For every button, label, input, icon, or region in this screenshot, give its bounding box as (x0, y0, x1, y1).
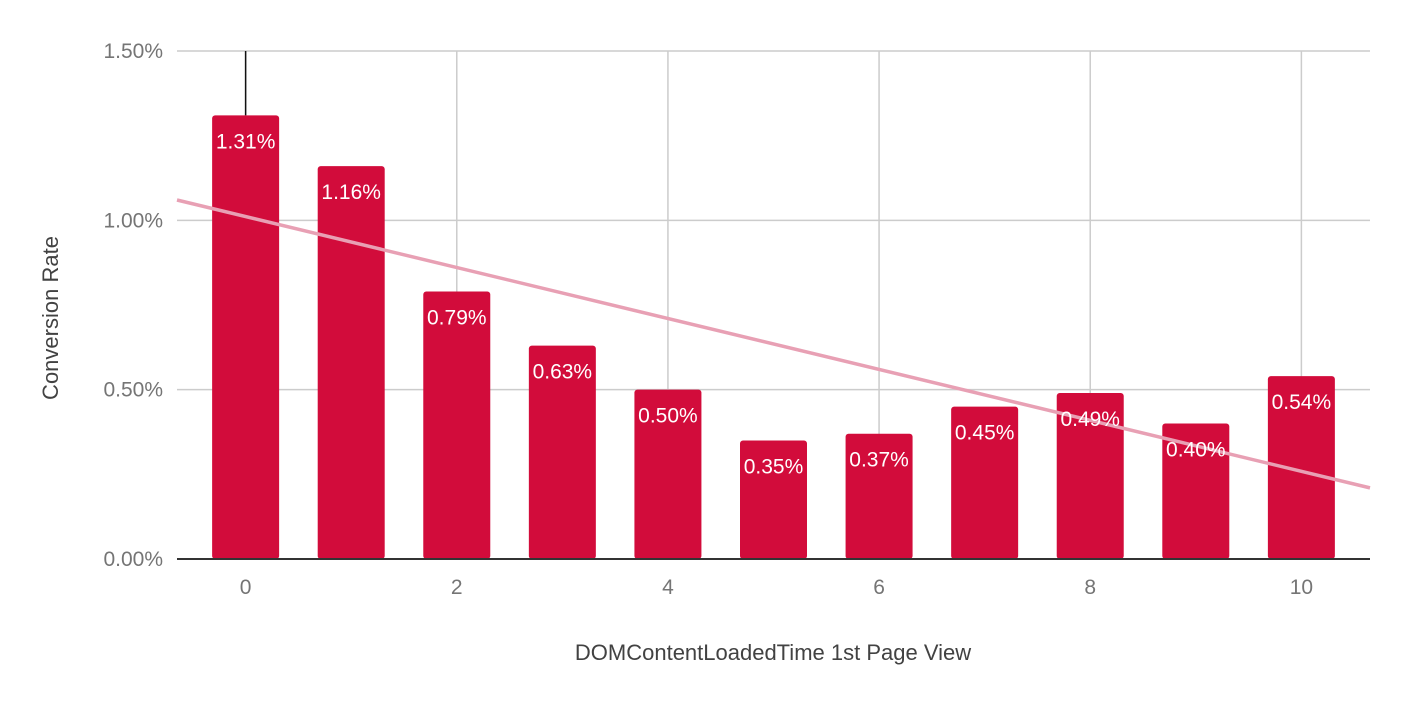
data-label: 0.35% (744, 455, 804, 478)
data-label: 1.31% (216, 130, 276, 153)
x-tick-label: 8 (1084, 576, 1096, 599)
bars (177, 51, 1370, 560)
tick-labels: 0.00% 0.50% 1.00% 1.50% 0 2 4 6 8 10 (103, 40, 1313, 599)
trendline-layer (176, 198, 1371, 490)
bar (1056, 393, 1124, 559)
bar (845, 433, 913, 559)
trendline (176, 198, 1371, 490)
bar (740, 440, 807, 559)
data-label: 0.54% (1272, 391, 1332, 414)
data-label: 0.37% (849, 449, 909, 472)
x-axis-title: DOMContentLoadedTime 1st Page View (575, 640, 971, 665)
data-label: 0.45% (955, 422, 1015, 445)
bar (528, 345, 596, 559)
bar (1267, 376, 1335, 559)
bar (634, 389, 702, 559)
x-tick-label: 0 (240, 576, 252, 599)
data-label: 0.49% (1060, 408, 1120, 431)
y-axis-title: Conversion Rate (38, 236, 63, 400)
data-label: 0.50% (638, 405, 698, 428)
bar (317, 166, 385, 559)
bar (951, 406, 1019, 559)
y-tick-label: 1.00% (103, 209, 163, 232)
bar (212, 115, 280, 559)
x-tick-label: 6 (873, 576, 885, 599)
data-label: 0.63% (533, 361, 593, 384)
y-tick-label: 0.50% (103, 379, 163, 402)
bar (423, 291, 491, 559)
x-tick-label: 2 (451, 576, 463, 599)
y-tick-label: 0.00% (103, 548, 163, 571)
data-label: 0.79% (427, 306, 487, 329)
bar (1162, 423, 1230, 559)
data-label: 1.16% (321, 181, 381, 204)
x-tick-label: 10 (1290, 576, 1313, 599)
data-labels: 1.31% 1.16% 0.79% 0.63% 0.50% 0.35% 0.37% 0.45%… (216, 130, 1331, 478)
x-tick-label: 4 (662, 576, 674, 599)
data-label: 0.40% (1166, 439, 1226, 462)
y-tick-label: 1.50% (103, 40, 163, 63)
